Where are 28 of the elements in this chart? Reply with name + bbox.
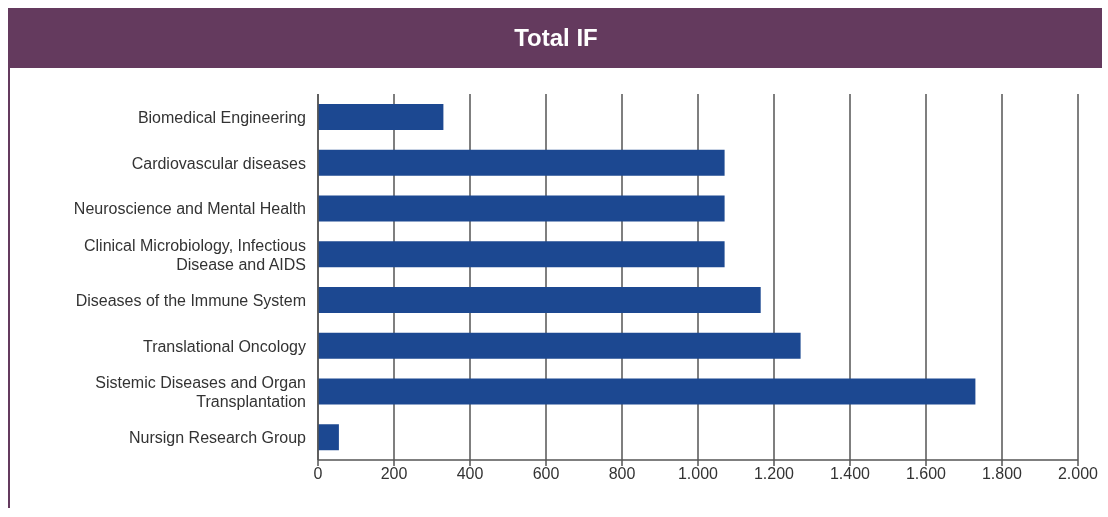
- bar: [318, 195, 725, 222]
- y-tick-label: Biomedical Engineering: [137, 108, 306, 126]
- y-tick-label: Neuroscience and Mental Health: [73, 199, 306, 217]
- y-tick-label: Diseases of the Immune System: [75, 291, 306, 309]
- x-tick-label: 2.000: [1057, 465, 1099, 483]
- x-tick-label: 600: [532, 465, 560, 483]
- y-tick-label: Clinical Microbiology, Infectious Disease and AIDS: [83, 236, 306, 273]
- x-tick-label: 200: [380, 465, 408, 483]
- x-tick-label: 0: [313, 465, 323, 483]
- x-tick-label: 400: [456, 465, 484, 483]
- bar: [318, 149, 725, 176]
- bar: [318, 104, 444, 130]
- x-tick-label: 1.000: [677, 465, 719, 483]
- y-tick-label: Cardiovascular diseases: [131, 154, 306, 172]
- bar: [318, 424, 339, 451]
- x-tick-label: 1.200: [753, 465, 795, 483]
- y-tick-label: Translational Oncology: [142, 337, 306, 355]
- y-tick-label: Sistemic Diseases and Organ Transplantation: [95, 373, 306, 410]
- y-tick-label: Nursign Research Group: [129, 428, 307, 446]
- x-tick-label: 800: [608, 465, 636, 483]
- chart-title: Total IF: [10, 8, 1102, 68]
- bar: [318, 241, 725, 268]
- x-tick-label: 1.400: [829, 465, 871, 483]
- x-tick-label: 1.800: [981, 465, 1023, 483]
- bar: [318, 378, 976, 405]
- x-tick-label: 1.600: [905, 465, 947, 483]
- bar: [318, 287, 761, 313]
- bar: [318, 332, 801, 359]
